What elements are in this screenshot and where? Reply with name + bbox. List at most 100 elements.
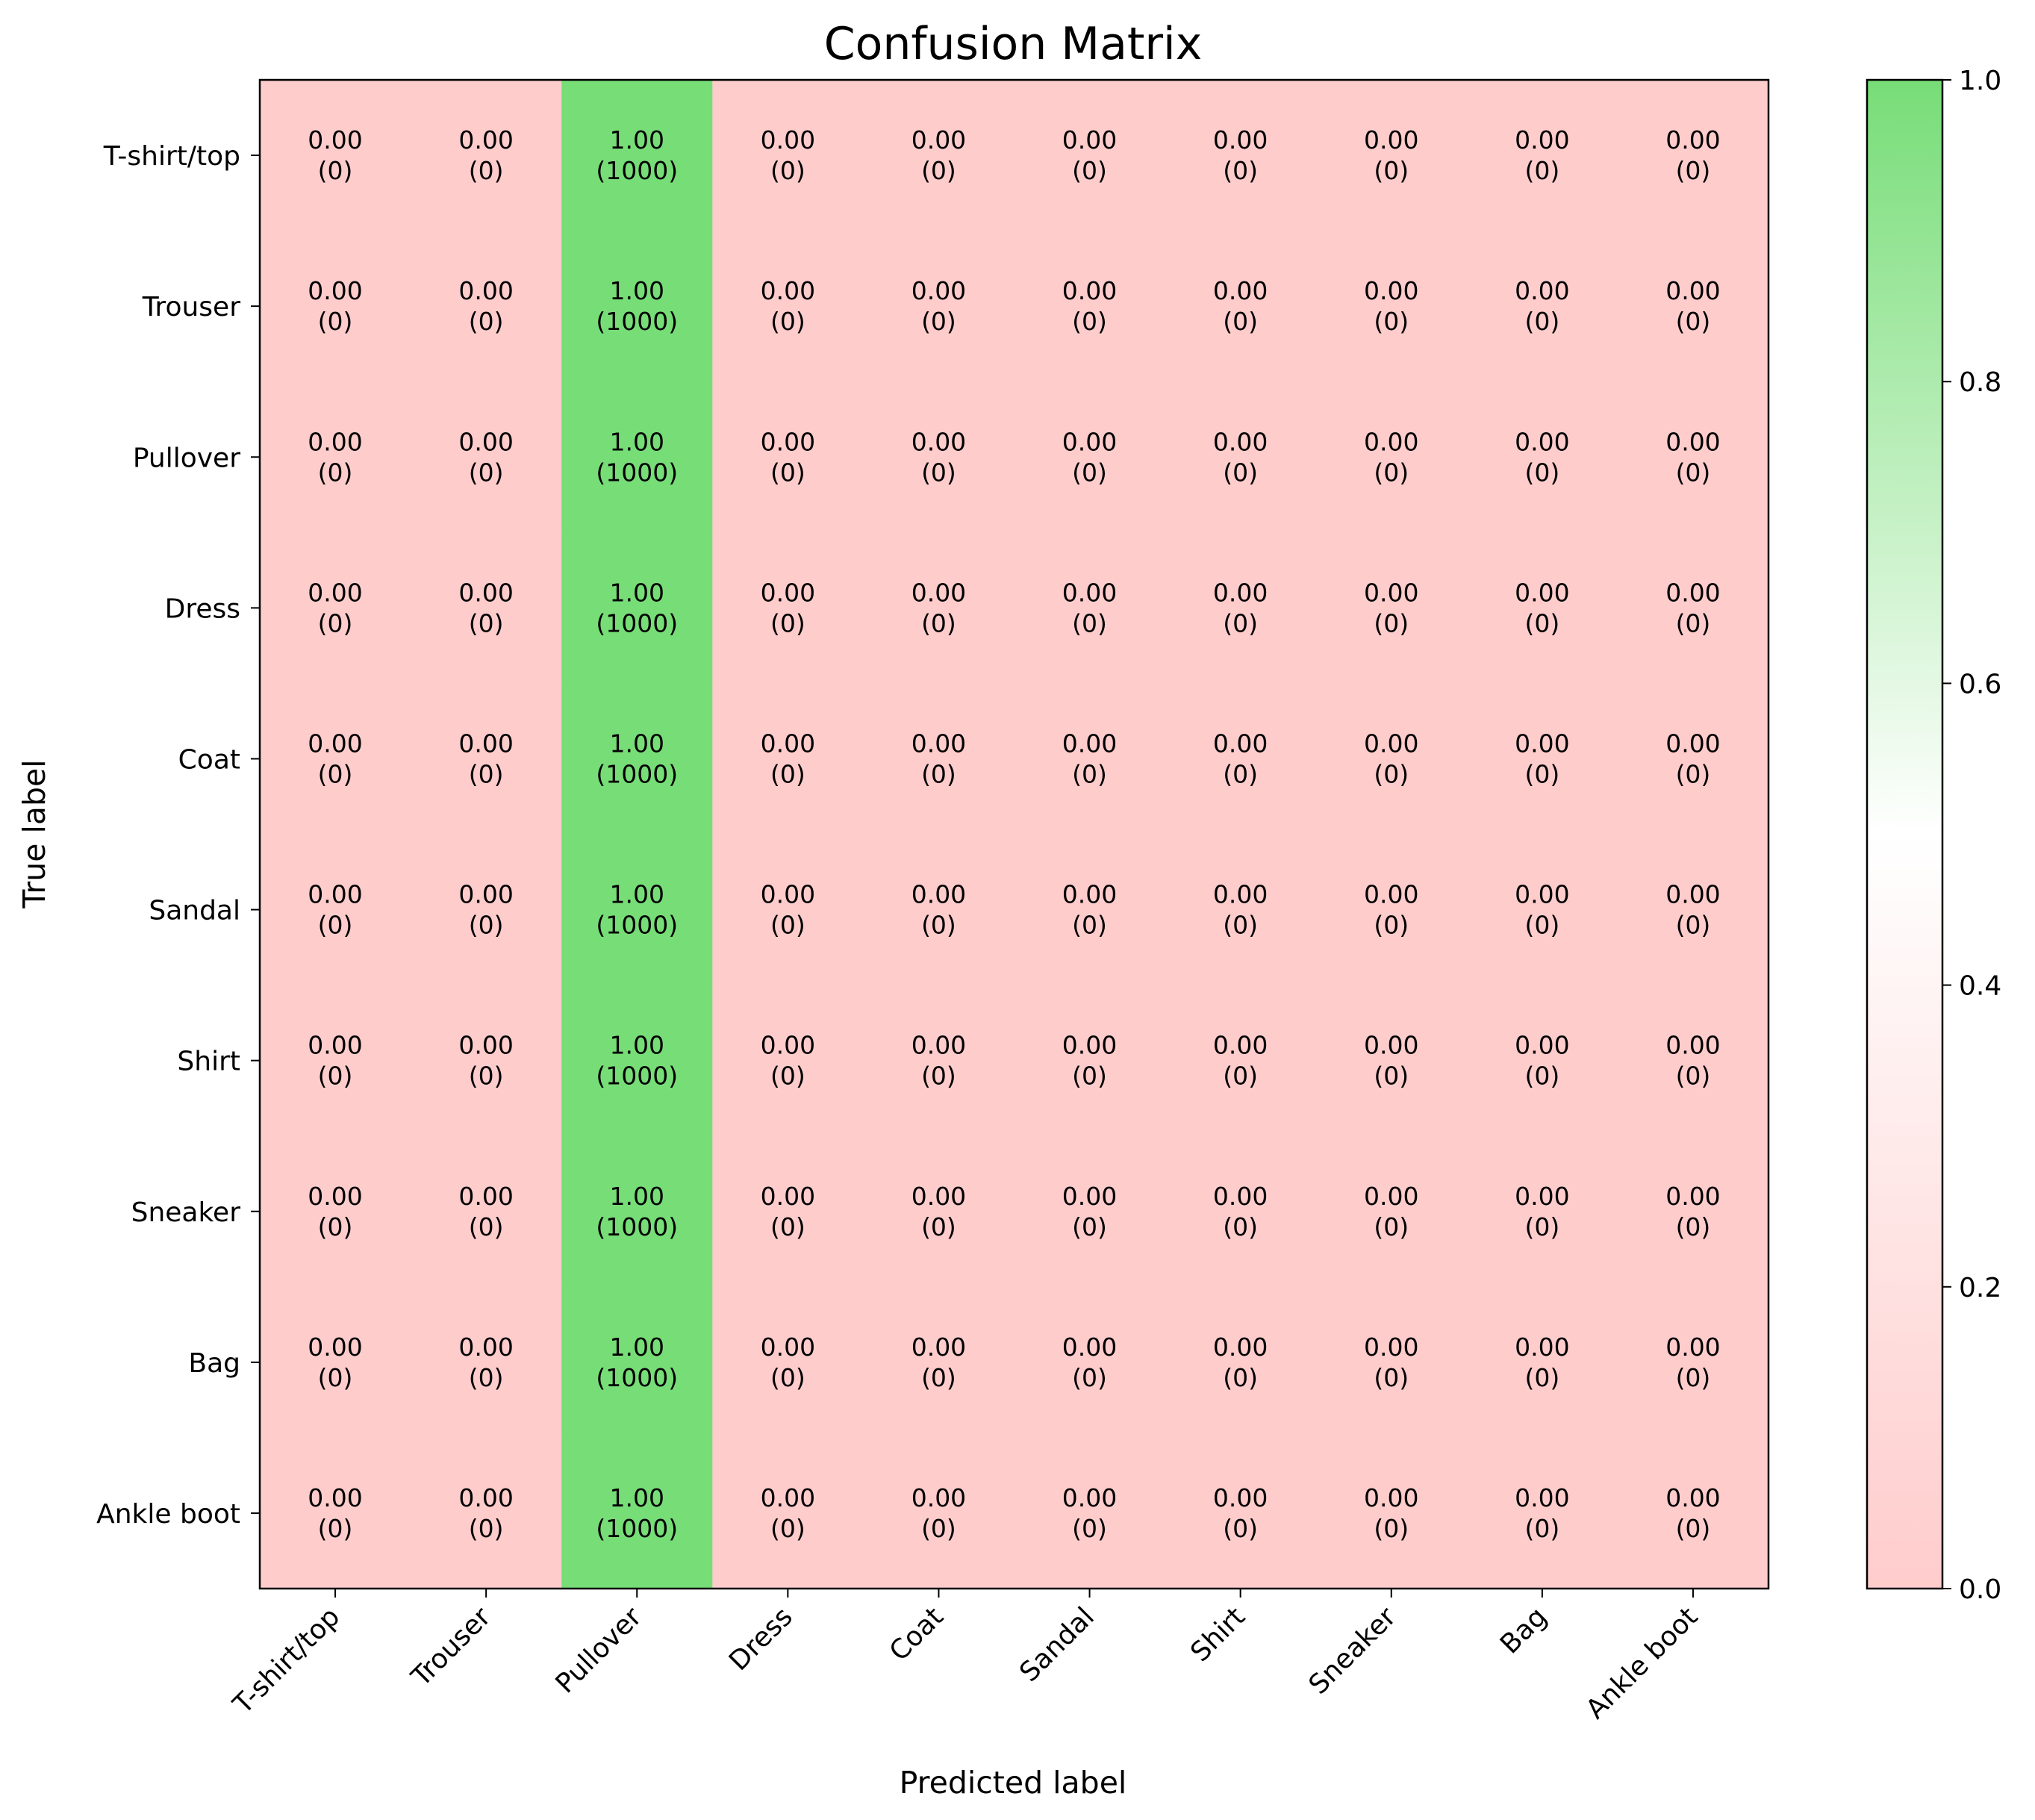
cell-count-label: (0) — [318, 307, 353, 336]
heatmap-cell — [260, 532, 411, 684]
heatmap-cell — [1315, 80, 1468, 231]
cell-value-label: 0.00 — [1364, 1483, 1418, 1512]
cell-value-label: 1.00 — [610, 880, 664, 909]
cell-count-label: (0) — [1223, 1363, 1258, 1392]
cell-count-label: (1000) — [596, 1514, 678, 1543]
heatmap-cell — [712, 1437, 864, 1589]
heatmap-cell — [260, 80, 411, 231]
cell-count-label: (0) — [921, 1514, 956, 1543]
cell-value-label: 0.00 — [761, 1031, 815, 1060]
cell-count-label: (0) — [1072, 759, 1107, 788]
cell-value-label: 0.00 — [1364, 880, 1418, 909]
heatmap-cell — [1617, 381, 1769, 533]
heatmap-cell — [863, 1135, 1015, 1288]
cell-count-label: (0) — [1223, 1212, 1258, 1241]
cell-value-label: 1.00 — [610, 1031, 664, 1060]
heatmap-cell — [1466, 80, 1618, 231]
cell-count-label: (0) — [469, 156, 504, 185]
cell-count-label: (1000) — [596, 307, 678, 336]
y-axis-ticks: T-shirt/top Trouser Pullover Dress Coat Sanda… — [96, 141, 260, 1530]
cell-count-label: (0) — [770, 458, 805, 487]
heatmap-cell — [863, 1437, 1015, 1589]
heatmap-cell — [1165, 80, 1317, 231]
y-tick-label: Ankle boot — [96, 1499, 240, 1530]
cell-value-label: 0.00 — [1515, 729, 1569, 758]
cell-count-label: (0) — [1524, 1062, 1559, 1091]
cell-count-label: (0) — [1676, 911, 1711, 940]
heatmap-cell — [561, 985, 713, 1137]
heatmap-cell — [411, 231, 562, 382]
heatmap-cell — [712, 1135, 864, 1288]
heatmap-cell — [1466, 985, 1618, 1137]
cell-count-label: (0) — [1374, 608, 1409, 638]
cell-count-label: (0) — [1072, 1212, 1107, 1241]
heatmap-cell — [863, 231, 1015, 382]
cell-value-label: 0.00 — [911, 1031, 966, 1060]
cell-value-label: 0.00 — [911, 1182, 966, 1211]
cell-value-label: 0.00 — [308, 880, 362, 909]
heatmap-cell — [863, 80, 1015, 231]
cell-value-label: 0.00 — [458, 1483, 513, 1512]
heatmap-cell — [561, 1286, 713, 1439]
cell-value-label: 0.00 — [1515, 1182, 1569, 1211]
heatmap-cell — [1466, 1437, 1618, 1589]
heatmap-cell — [411, 985, 562, 1137]
cell-value-label: 1.00 — [610, 578, 664, 607]
cell-count-label: (0) — [1374, 1514, 1409, 1543]
cell-count-label: (0) — [770, 307, 805, 336]
cell-value-label: 0.00 — [1364, 1333, 1418, 1362]
heatmap-cell — [260, 1437, 411, 1589]
colorbar-tick-label: 0.0 — [1959, 1574, 2001, 1605]
heatmap-cell — [1617, 985, 1769, 1137]
heatmap-cell — [411, 80, 562, 231]
cell-count-label: (0) — [1524, 1514, 1559, 1543]
heatmap-cell — [1014, 80, 1166, 231]
cell-count-label: (0) — [1374, 1212, 1409, 1241]
cell-count-label: (0) — [469, 458, 504, 487]
cell-count-label: (0) — [770, 759, 805, 788]
heatmap-cell — [1617, 683, 1769, 835]
heatmap-cell — [1014, 1286, 1166, 1439]
cell-count-label: (0) — [921, 1062, 956, 1091]
cell-count-label: (0) — [770, 1363, 805, 1392]
cell-value-label: 0.00 — [458, 729, 513, 758]
cell-value-label: 0.00 — [1665, 125, 1720, 155]
cell-count-label: (0) — [1524, 759, 1559, 788]
cell-value-label: 0.00 — [1213, 276, 1268, 305]
heatmap-cells — [260, 80, 1769, 1589]
heatmap-cell — [260, 1286, 411, 1439]
y-tick-label: Shirt — [177, 1047, 240, 1077]
colorbar-tick-label: 0.6 — [1959, 669, 2001, 699]
heatmap-cell — [411, 1286, 562, 1439]
cell-value-label: 0.00 — [308, 125, 362, 155]
heatmap-cell — [1617, 231, 1769, 382]
cell-count-label: (0) — [318, 608, 353, 638]
heatmap-cell — [411, 381, 562, 533]
cell-value-label: 0.00 — [308, 427, 362, 456]
cell-value-label: 0.00 — [1062, 125, 1117, 155]
cell-value-label: 0.00 — [911, 276, 966, 305]
heatmap-cell — [863, 834, 1015, 986]
cell-value-label: 0.00 — [308, 578, 362, 607]
cell-value-label: 0.00 — [1364, 578, 1418, 607]
heatmap-cell — [863, 683, 1015, 835]
cell-count-label: (0) — [1223, 458, 1258, 487]
cell-value-label: 0.00 — [1515, 1333, 1569, 1362]
heatmap-cell — [411, 834, 562, 986]
heatmap-cell — [712, 1286, 864, 1439]
cell-count-label: (0) — [770, 1062, 805, 1091]
cell-count-label: (0) — [1524, 156, 1559, 185]
cell-count-label: (0) — [469, 608, 504, 638]
cell-value-label: 0.00 — [1515, 125, 1569, 155]
cell-value-label: 0.00 — [1213, 427, 1268, 456]
heatmap-cell — [411, 532, 562, 684]
heatmap-cell — [1466, 683, 1618, 835]
cell-value-label: 0.00 — [1515, 276, 1569, 305]
cell-value-label: 0.00 — [911, 427, 966, 456]
chart-title: Confusion Matrix — [824, 18, 1202, 70]
cell-value-label: 0.00 — [308, 1483, 362, 1512]
heatmap-cell — [1617, 532, 1769, 684]
cell-value-label: 0.00 — [1062, 427, 1117, 456]
cell-value-label: 0.00 — [761, 1483, 815, 1512]
